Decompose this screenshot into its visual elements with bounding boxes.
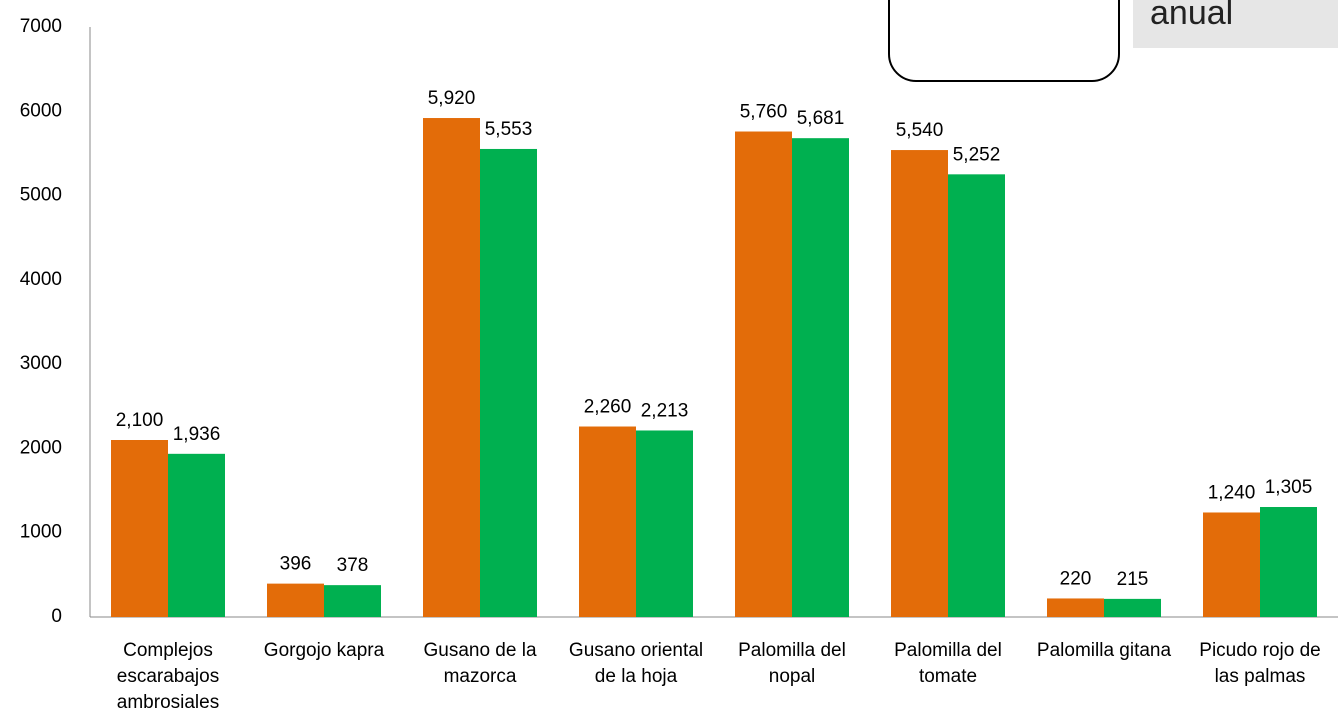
value-label: 5,252: [953, 144, 1001, 165]
x-tick-label: Palomilla del nopal: [738, 640, 846, 687]
bar: [579, 426, 636, 617]
bar: [111, 440, 168, 617]
value-label: 220: [1060, 568, 1092, 589]
y-tick-label: 2000: [20, 437, 62, 458]
y-tick-label: 3000: [20, 353, 62, 374]
y-tick-label: 0: [51, 606, 62, 627]
value-label: 1,936: [173, 424, 221, 445]
bar: [480, 148, 537, 617]
bar: [1047, 598, 1104, 617]
bar: [324, 585, 381, 617]
y-tick-label: 7000: [20, 16, 62, 37]
bar: [735, 131, 792, 617]
x-tick-label: Gusano oriental de la hoja: [568, 640, 704, 687]
value-label: 1,240: [1208, 482, 1256, 503]
bar: [1203, 512, 1260, 617]
value-label: 5,553: [485, 119, 533, 140]
value-label: 5,920: [428, 88, 476, 109]
value-label: 215: [1117, 569, 1149, 590]
value-label: 2,213: [641, 400, 689, 421]
value-label: 2,100: [116, 410, 164, 431]
bar: [168, 453, 225, 617]
bar: [1104, 598, 1161, 617]
value-label: 5,760: [740, 102, 788, 123]
value-label: 5,681: [797, 108, 845, 129]
bar: [792, 138, 849, 617]
bar: [1260, 507, 1317, 617]
x-tick-label: Picudo rojo de las palmas: [1199, 640, 1321, 687]
y-tick-label: 4000: [20, 269, 62, 290]
bar: [636, 430, 693, 617]
y-tick-label: 1000: [20, 522, 62, 543]
value-label: 378: [337, 555, 369, 576]
bar: [267, 583, 324, 617]
x-tick-label: Palomilla del tomate: [894, 640, 1002, 687]
note-box: [1133, 0, 1338, 48]
value-label: 5,540: [896, 120, 944, 141]
value-label: 2,260: [584, 397, 632, 418]
callout-box: [888, 0, 1120, 82]
y-tick-label: 6000: [20, 100, 62, 121]
x-tick-label: Palomilla gitana: [1036, 640, 1172, 661]
x-tick-label: Gusano de la mazorca: [423, 640, 537, 687]
x-tick-label: Gorgojo kapra: [263, 640, 385, 661]
bar: [891, 150, 948, 618]
value-label: 1,305: [1265, 477, 1313, 498]
value-label: 396: [280, 554, 312, 575]
y-tick-label: 5000: [20, 185, 62, 206]
annotation: anual: [1150, 0, 1234, 32]
bar: [423, 118, 480, 618]
bar: [948, 174, 1005, 617]
x-tick-label: Complejos escarabajos ambrosiales: [116, 640, 220, 713]
